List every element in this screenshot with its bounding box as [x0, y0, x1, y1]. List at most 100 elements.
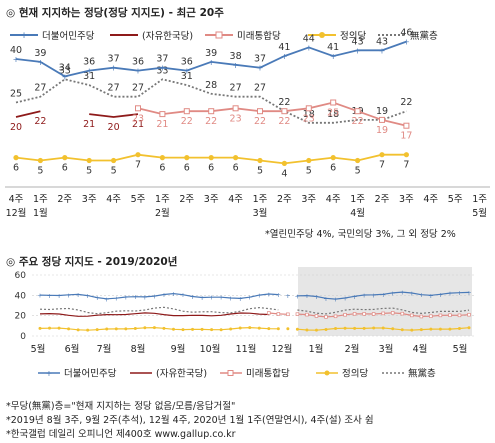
mini-point-justice [457, 327, 461, 331]
mini-point-justice [162, 326, 166, 330]
mini-point-justice [171, 327, 175, 331]
point-justice [330, 155, 336, 161]
data-label-future_united: 25 [327, 108, 339, 119]
mini-x-tick: 12월 [272, 343, 293, 355]
point-future_united [135, 105, 141, 112]
mini-point-justice [324, 327, 328, 331]
data-label-justice: 6 [330, 163, 336, 174]
point-future_united [257, 108, 263, 115]
mini-point-justice [467, 326, 471, 330]
footnote-2: *2019년 8월 3주, 9월 2주(추석), 12월 4주, 2020년 1… [6, 415, 374, 426]
mini-point-justice [152, 326, 156, 330]
mini-point-democratic: + [409, 290, 414, 298]
mini-point-future_united [267, 311, 271, 315]
data-label-justice: 6 [184, 163, 190, 174]
mini-point-democratic: + [285, 292, 290, 300]
data-label-democratic: 37 [108, 54, 120, 65]
data-label-future_united: 22 [278, 116, 290, 127]
data-label-nonpartisan: 33 [59, 65, 71, 76]
mini-point-justice [343, 326, 347, 330]
legend-label-democratic: 더불어민주당 [42, 31, 95, 42]
mini-point-democratic: + [114, 295, 119, 303]
chart2-svg: 0 20 40 60 + + + + + + + + + + + + + + + + + + + + + + + + + + + + + + + + +… [15, 267, 475, 380]
data-label-justice: 5 [111, 166, 117, 177]
legend2-label-liberty: (자유한국당) [156, 369, 207, 380]
x-tick-top: 3주 [204, 194, 219, 205]
data-label-democratic: 46 [400, 28, 412, 39]
mini-point-democratic: + [190, 293, 195, 301]
mini-point-future_united [276, 312, 281, 316]
mini-point-justice [286, 327, 290, 331]
mini-point-justice [381, 326, 385, 330]
data-label-justice: 6 [233, 163, 239, 174]
mini-point-justice [229, 327, 233, 331]
mini-point-democratic: + [457, 289, 462, 297]
point-democratic: + [37, 58, 44, 67]
point-justice [13, 155, 19, 161]
point-future_united [305, 105, 312, 112]
mini-x-tick: 3월 [379, 343, 394, 355]
legend2-label-democratic: 더불어민주당 [64, 369, 117, 380]
x-tick-bottom: 4월 [350, 207, 365, 219]
mini-x-tick: 8월 [131, 343, 146, 355]
mini-point-justice [353, 326, 357, 330]
mini-x-tick: 9월 [171, 343, 186, 355]
data-label-nonpartisan: 27 [230, 83, 242, 94]
mini-point-justice [438, 327, 442, 331]
data-label-justice: 6 [159, 163, 165, 174]
legend-label-justice: 정의당 [340, 31, 366, 42]
data-label-justice: 5 [37, 166, 43, 177]
point-future_united [159, 111, 166, 118]
point-democratic: + [257, 64, 264, 73]
mini-point-justice [95, 328, 99, 332]
mini-point-future_united [333, 314, 338, 319]
mini-point-justice [238, 326, 242, 330]
x-tick-top: 1주 [350, 194, 365, 205]
data-label-justice: 4 [281, 168, 287, 179]
mini-x-tick: 1월 [309, 343, 324, 355]
data-label-future_united: 21 [156, 119, 168, 130]
mini-point-democratic: + [400, 289, 405, 297]
mini-point-democratic: + [85, 292, 90, 300]
mini-point-future_united [381, 311, 385, 316]
data-label-nonpartisan: 27 [132, 83, 144, 94]
point-future_united [232, 105, 239, 112]
legend-marker-democratic: + [20, 31, 28, 41]
mini-point-democratic: + [161, 291, 166, 299]
chart1-title: ◎ 현재 지지하는 정당(정당 지지도) - 최근 20주 [6, 7, 224, 19]
mini-point-democratic: + [56, 292, 61, 300]
x-tick-top: 4주 [9, 194, 24, 205]
data-label-democratic: 43 [376, 36, 388, 47]
y-tick: 20 [15, 312, 27, 322]
mini-point-democratic: + [152, 293, 157, 301]
mini-point-justice [38, 326, 42, 330]
point-justice [379, 152, 385, 158]
data-label-nonpartisan: 25 [10, 89, 22, 100]
point-future_united [183, 108, 190, 115]
data-label-future_united: 19 [376, 125, 388, 136]
data-label-justice: 5 [355, 166, 361, 177]
x-tick-top: 4주 [326, 194, 341, 205]
data-label-democratic: 41 [278, 42, 290, 53]
data-label-democratic: 43 [352, 36, 364, 47]
data-label-liberty: 21 [132, 119, 144, 130]
mini-point-democratic: + [47, 292, 52, 300]
mini-point-democratic: + [123, 294, 128, 302]
mini-point-democratic: + [447, 290, 452, 298]
legend2-label-justice: 정의당 [342, 369, 368, 380]
mini-point-democratic: + [466, 289, 471, 297]
data-label-justice: 6 [208, 163, 214, 174]
data-label-nonpartisan: 18 [303, 109, 315, 120]
legend-label-nonpartisan: 無黨층 [410, 30, 438, 42]
x-tick-top: 2주 [179, 194, 194, 205]
mini-point-justice [219, 328, 223, 332]
point-democratic: + [354, 46, 361, 55]
mini-point-justice [181, 328, 185, 332]
x-tick-top: 2주 [277, 194, 292, 205]
mini-point-democratic: + [295, 292, 300, 300]
point-justice [62, 155, 68, 161]
point-justice [208, 155, 214, 161]
mini-point-justice [143, 326, 147, 330]
mini-point-justice [57, 326, 61, 330]
mini-point-democratic: + [237, 295, 242, 303]
